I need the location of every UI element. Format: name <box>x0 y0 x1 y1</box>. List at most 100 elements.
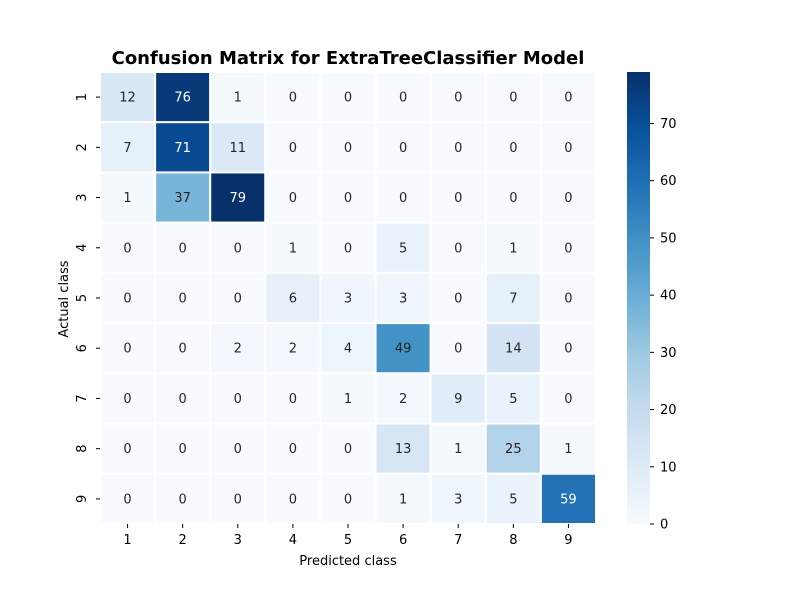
heatmap-cell <box>99 322 157 375</box>
cell-value-label: 7 <box>123 141 131 156</box>
cell-value-label: 6 <box>289 292 297 307</box>
heatmap-cell <box>539 171 598 224</box>
cell-value-label: 2 <box>234 342 242 357</box>
cell-value-label: 1 <box>123 191 131 206</box>
cell-value-label: 5 <box>509 392 517 407</box>
heatmap-cell <box>374 322 432 375</box>
cell-value-label: 1 <box>454 442 462 457</box>
cell-value-label: 25 <box>505 442 522 457</box>
heatmap-cell <box>484 322 542 375</box>
heatmap-cell <box>209 171 267 224</box>
y-tick-label: 9 <box>75 495 90 503</box>
cell-value-label: 14 <box>505 342 522 357</box>
x-tick-label: 4 <box>289 533 297 548</box>
heatmap-cell <box>319 121 377 174</box>
heatmap-cell <box>319 372 377 425</box>
x-tick-label: 8 <box>509 533 517 548</box>
colorbar-tick-label: 30 <box>660 346 677 361</box>
heatmap-cell <box>374 422 432 475</box>
cell-value-label: 0 <box>399 141 407 156</box>
colorbar-tick-label: 70 <box>660 117 677 132</box>
cell-value-label: 0 <box>289 91 297 106</box>
heatmap-cell <box>264 422 322 475</box>
heatmap-cell <box>264 322 322 375</box>
y-tick-label: 2 <box>75 143 90 151</box>
cell-value-label: 3 <box>344 292 352 307</box>
cell-value-label: 5 <box>509 492 517 507</box>
cell-value-label: 0 <box>234 392 242 407</box>
x-tick-label: 2 <box>179 533 187 548</box>
colorbar: 0 10 20 30 40 50 60 70 <box>627 72 677 533</box>
cell-value-label: 0 <box>344 141 352 156</box>
colorbar-tick-label: 20 <box>660 403 677 418</box>
cell-value-label: 0 <box>509 191 517 206</box>
cell-value-label: 3 <box>399 292 407 307</box>
cell-value-label: 1 <box>344 392 352 407</box>
cell-value-label: 3 <box>454 492 462 507</box>
heatmap-cell <box>154 221 212 274</box>
cell-value-label: 0 <box>509 141 517 156</box>
cell-value-label: 12 <box>119 91 136 106</box>
cell-value-label: 0 <box>509 91 517 106</box>
cell-value-label: 0 <box>179 292 187 307</box>
x-tick-label: 9 <box>564 533 572 548</box>
heatmap-cell <box>319 472 377 525</box>
colorbar-tick-label: 40 <box>660 289 677 304</box>
cell-value-label: 0 <box>399 91 407 106</box>
heatmap-cells <box>99 71 598 525</box>
heatmap-cell <box>99 372 157 425</box>
cell-value-label: 0 <box>454 241 462 256</box>
cell-value-label: 0 <box>179 442 187 457</box>
cell-value-label: 0 <box>564 141 572 156</box>
heatmap-cell <box>539 422 598 475</box>
cell-value-label: 9 <box>454 392 462 407</box>
cell-value-label: 2 <box>399 392 407 407</box>
heatmap-cell <box>539 271 598 325</box>
heatmap-cell <box>429 372 487 425</box>
cell-value-label: 0 <box>564 91 572 106</box>
heatmap-cell <box>154 472 212 525</box>
x-axis-label: Predicted class <box>299 554 397 569</box>
cell-value-label: 0 <box>123 492 131 507</box>
heatmap-cell <box>209 322 267 375</box>
cell-value-label: 0 <box>399 191 407 206</box>
heatmap-cell-labels: 12 76 1 0 0 0 0 0 07 71 11 0 0 0 0 0 01 37 79 0 0 0 0 0 00 0 0 1 0 5 0… <box>119 91 576 508</box>
x-tick-label: 5 <box>344 533 352 548</box>
cell-value-label: 11 <box>230 141 247 156</box>
heatmap-cell <box>374 472 432 525</box>
y-tick-label: 7 <box>75 394 90 402</box>
y-tick-label: 8 <box>75 445 90 453</box>
heatmap-cell <box>99 171 157 224</box>
cell-value-label: 0 <box>234 492 242 507</box>
heatmap-cell <box>209 422 267 475</box>
cell-value-label: 0 <box>123 442 131 457</box>
cell-value-label: 0 <box>179 492 187 507</box>
cell-value-label: 0 <box>234 241 242 256</box>
cell-value-label: 0 <box>123 342 131 357</box>
cell-value-label: 0 <box>344 241 352 256</box>
cell-value-label: 0 <box>289 392 297 407</box>
cell-value-label: 2 <box>289 342 297 357</box>
cell-value-label: 0 <box>289 191 297 206</box>
cell-value-label: 0 <box>344 442 352 457</box>
cell-value-label: 13 <box>395 442 412 457</box>
cell-value-label: 0 <box>234 292 242 307</box>
heatmap-cell <box>99 422 157 475</box>
cell-value-label: 0 <box>344 191 352 206</box>
heatmap-cell <box>319 322 377 375</box>
colorbar-tick-label: 50 <box>660 231 677 246</box>
x-axis-ticks: 1 2 3 4 5 6 7 8 9 <box>123 524 573 548</box>
cell-value-label: 0 <box>289 442 297 457</box>
heatmap-cell <box>539 221 598 274</box>
cell-value-label: 1 <box>234 91 242 106</box>
y-tick-label: 6 <box>75 344 90 352</box>
cell-value-label: 0 <box>289 141 297 156</box>
cell-value-label: 0 <box>564 392 572 407</box>
heatmap-cell <box>319 171 377 224</box>
cell-value-label: 1 <box>509 241 517 256</box>
cell-value-label: 0 <box>179 342 187 357</box>
cell-value-label: 0 <box>454 141 462 156</box>
heatmap-cell <box>484 71 542 124</box>
y-tick-label: 1 <box>75 93 90 101</box>
cell-value-label: 0 <box>123 292 131 307</box>
